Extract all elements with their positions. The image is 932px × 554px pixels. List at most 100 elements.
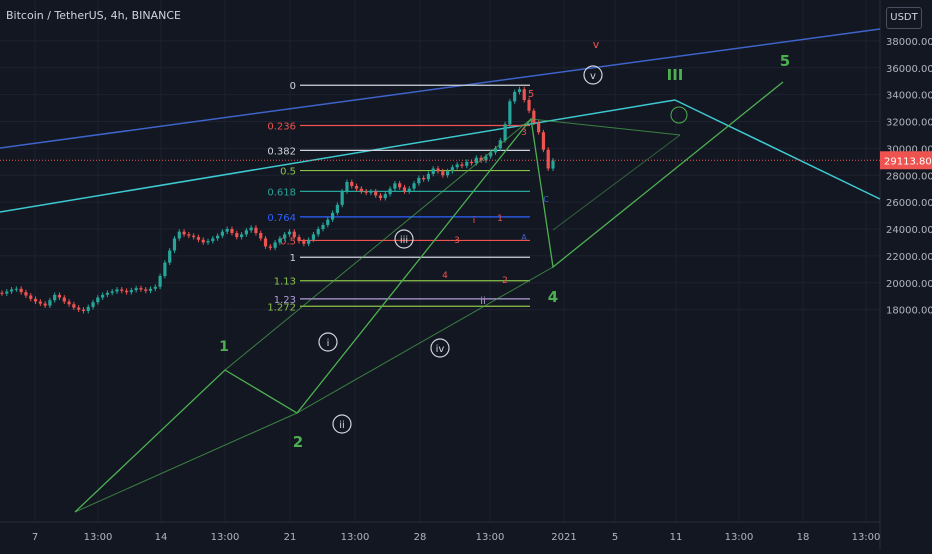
candle-body bbox=[345, 181, 349, 192]
wave-channel-base bbox=[74, 266, 554, 513]
wave-label: i bbox=[327, 338, 330, 349]
elliott-wave-path bbox=[74, 81, 784, 513]
candle-body bbox=[139, 288, 143, 290]
x-tick-label: 5 bbox=[612, 532, 618, 543]
candle-body bbox=[67, 301, 71, 305]
candle-body bbox=[81, 309, 86, 311]
x-tick-label: 2021 bbox=[551, 532, 576, 543]
candle-body bbox=[86, 306, 90, 311]
candle-body bbox=[311, 234, 316, 240]
candle-body bbox=[235, 233, 239, 238]
candle-body bbox=[177, 231, 181, 239]
candle-body bbox=[407, 188, 411, 192]
y-tick-label: 26000.00 bbox=[886, 198, 932, 209]
wave-label: ii bbox=[480, 296, 486, 307]
candle-body bbox=[124, 290, 129, 293]
candle-body bbox=[158, 276, 162, 287]
candle-body bbox=[374, 191, 378, 196]
candle-body bbox=[129, 290, 133, 293]
candle-body bbox=[77, 307, 81, 310]
candle-body bbox=[249, 227, 253, 231]
currency-button[interactable]: USDT bbox=[886, 7, 922, 29]
candle-body bbox=[541, 132, 546, 150]
wave-channel-top bbox=[224, 118, 681, 371]
candle-body bbox=[57, 294, 62, 298]
x-tick-label: 13:00 bbox=[725, 532, 754, 543]
x-tick-label: 13:00 bbox=[852, 532, 881, 543]
fib-level-label: 1.272 bbox=[267, 302, 296, 313]
x-tick-label: 14 bbox=[155, 532, 168, 543]
candle-body bbox=[187, 234, 191, 236]
x-tick-label: 7 bbox=[32, 532, 38, 543]
wave-label: ii bbox=[339, 420, 345, 431]
wave-label: 5 bbox=[528, 89, 534, 100]
candle-body bbox=[436, 168, 440, 172]
candle-body bbox=[14, 288, 18, 290]
candle-body bbox=[225, 229, 229, 232]
candle-body bbox=[359, 188, 363, 192]
x-tick-label: 28 bbox=[414, 532, 427, 543]
y-tick-label: 28000.00 bbox=[886, 171, 932, 182]
candle-body bbox=[211, 238, 215, 242]
candle-body bbox=[445, 171, 450, 176]
y-tick-label: 18000.00 bbox=[886, 306, 932, 317]
x-tick-label: 21 bbox=[284, 532, 297, 543]
wave-label-circle bbox=[430, 338, 450, 358]
candle-body bbox=[29, 295, 33, 299]
candle-body bbox=[450, 167, 454, 172]
candle-body bbox=[53, 294, 57, 301]
wave-label: 5 bbox=[780, 52, 790, 70]
candle-body bbox=[354, 186, 359, 189]
fib-level-label: 1.13 bbox=[274, 277, 296, 288]
candle-body bbox=[484, 156, 488, 161]
candle-body bbox=[517, 89, 522, 92]
chart-title: Bitcoin / TetherUS, 4h, BINANCE bbox=[6, 9, 182, 22]
channel-upper-line bbox=[0, 28, 881, 149]
candle-body bbox=[9, 289, 14, 292]
wave-label: iv bbox=[436, 344, 445, 355]
candle-body bbox=[43, 303, 47, 306]
candle-body bbox=[460, 164, 464, 166]
fib-level-label: 0.618 bbox=[267, 187, 296, 198]
fib-level-label: 0.764 bbox=[267, 213, 296, 224]
y-tick-label: 36000.00 bbox=[886, 64, 932, 75]
candle-body bbox=[422, 177, 426, 180]
candle-body bbox=[378, 195, 383, 199]
candle-body bbox=[441, 171, 445, 176]
candle-body bbox=[48, 300, 52, 306]
candle-body bbox=[91, 302, 95, 307]
candle-body bbox=[479, 157, 483, 161]
candle-body bbox=[393, 183, 397, 189]
candle-body bbox=[105, 292, 110, 295]
candle-body bbox=[426, 173, 431, 180]
x-tick-label: 11 bbox=[670, 532, 683, 543]
candle-body bbox=[96, 297, 100, 303]
x-tick-label: 13:00 bbox=[211, 532, 240, 543]
candle-body bbox=[469, 161, 474, 164]
candle-body bbox=[302, 241, 306, 244]
candle-body bbox=[220, 231, 224, 236]
x-tick-label: 18 bbox=[797, 532, 810, 543]
candle-body bbox=[201, 239, 205, 243]
fib-level-label: 0.382 bbox=[267, 146, 296, 157]
candle-body bbox=[316, 229, 320, 235]
candle-body bbox=[33, 298, 38, 302]
candle-body bbox=[5, 291, 9, 294]
y-tick-label: 34000.00 bbox=[886, 91, 932, 102]
fib-level-label: 0.5 bbox=[280, 236, 296, 247]
x-tick-label: 13:00 bbox=[341, 532, 370, 543]
candle-body bbox=[101, 294, 105, 298]
candle-body bbox=[350, 181, 354, 186]
wave-label-circle bbox=[318, 332, 338, 352]
candle-body bbox=[493, 148, 498, 153]
candle-body bbox=[292, 231, 296, 238]
candle-body bbox=[168, 250, 172, 263]
wave-label: 2 bbox=[502, 276, 508, 286]
candle-body bbox=[364, 191, 368, 193]
candle-body bbox=[278, 238, 282, 243]
candle-body bbox=[546, 149, 550, 169]
fib-level-label: 1.23 bbox=[274, 295, 296, 306]
wave-label: 1 bbox=[497, 214, 503, 224]
